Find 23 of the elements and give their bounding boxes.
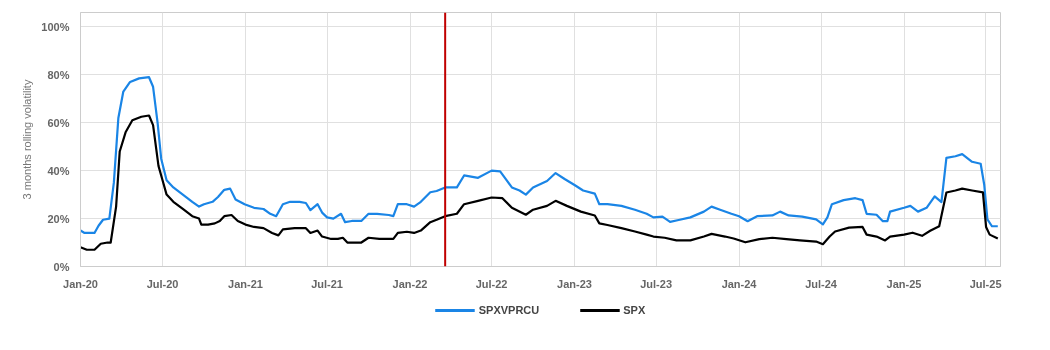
y-tick-label: 40% bbox=[47, 164, 70, 177]
line-series bbox=[80, 76, 999, 235]
x-tick-label: Jan-23 bbox=[557, 277, 592, 290]
x-tick-label: Jan-20 bbox=[63, 277, 98, 290]
x-tick-label: Jan-21 bbox=[228, 277, 263, 290]
line-series bbox=[80, 114, 999, 251]
y-tick-label: 80% bbox=[47, 68, 70, 81]
x-tick-label: Jul-25 bbox=[969, 277, 1002, 290]
x-tick-label: Jan-24 bbox=[721, 277, 758, 290]
y-axis-title: 3 months rolling volatility bbox=[21, 79, 34, 200]
y-tick-label: 60% bbox=[47, 116, 70, 129]
legend-label: SPXVPRCU bbox=[478, 304, 540, 316]
x-tick-label: Jul-22 bbox=[475, 277, 508, 290]
y-tick-label: 20% bbox=[47, 212, 70, 225]
y-tick-label: 0% bbox=[53, 260, 70, 273]
x-tick-label: Jul-21 bbox=[311, 277, 343, 290]
x-tick-label: Jul-23 bbox=[640, 277, 673, 290]
y-tick-label: 100% bbox=[41, 20, 70, 33]
legend-label: SPX bbox=[623, 304, 646, 316]
x-tick-label: Jul-24 bbox=[805, 277, 838, 290]
x-tick-label: Jan-25 bbox=[886, 277, 922, 290]
x-tick-label: Jul-20 bbox=[146, 277, 179, 290]
x-tick-label: Jan-22 bbox=[392, 277, 428, 290]
